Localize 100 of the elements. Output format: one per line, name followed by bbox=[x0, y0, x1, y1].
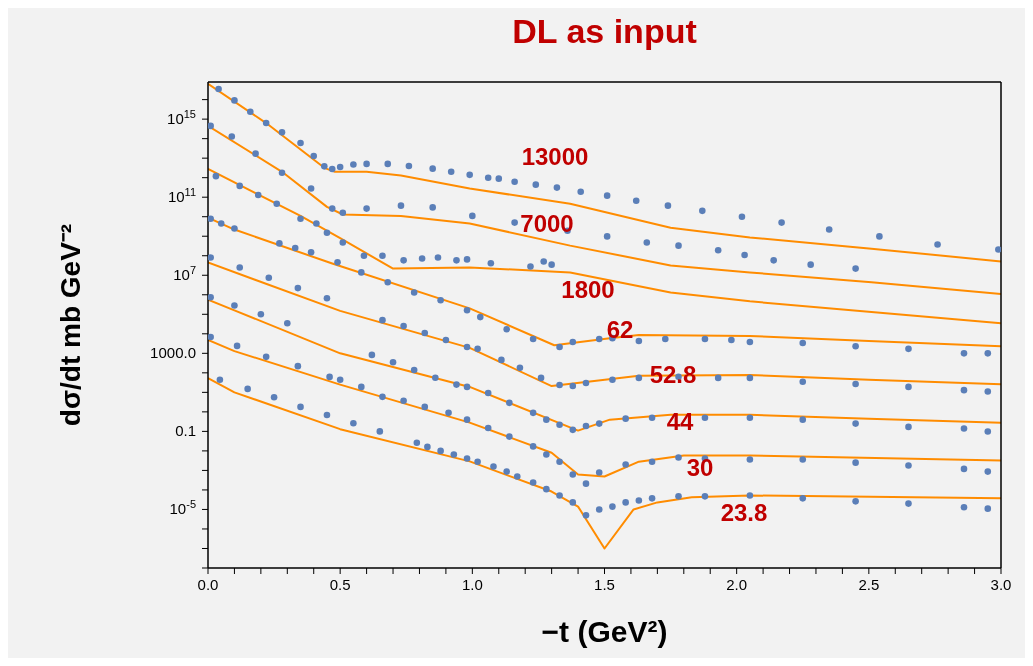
x-tick-label: 3.0 bbox=[990, 576, 1012, 593]
point bbox=[254, 191, 262, 199]
point bbox=[405, 162, 413, 170]
point bbox=[336, 376, 344, 384]
point bbox=[648, 414, 656, 422]
y-tick-label: 10$^{-5}$ bbox=[169, 498, 196, 518]
point bbox=[556, 381, 563, 389]
x-axis-title: −t (GeV²) bbox=[541, 615, 668, 648]
point bbox=[622, 461, 629, 468]
y-tick-label: 10$^{7}$ bbox=[173, 264, 196, 284]
point bbox=[934, 241, 941, 248]
point bbox=[675, 493, 682, 500]
point bbox=[244, 385, 251, 393]
point bbox=[569, 426, 577, 434]
point bbox=[905, 462, 912, 469]
point bbox=[714, 247, 722, 254]
point bbox=[511, 219, 518, 226]
point bbox=[960, 425, 968, 432]
point bbox=[474, 345, 481, 353]
annotation: 7000 bbox=[520, 210, 574, 237]
point bbox=[852, 342, 859, 350]
point bbox=[262, 119, 270, 127]
point bbox=[648, 458, 656, 465]
point bbox=[603, 192, 611, 199]
point bbox=[960, 503, 968, 511]
point bbox=[905, 383, 912, 391]
point bbox=[208, 215, 214, 223]
chart-title: DL as input bbox=[511, 12, 698, 51]
point bbox=[231, 97, 238, 104]
point bbox=[376, 428, 384, 435]
point bbox=[799, 416, 807, 423]
point bbox=[905, 345, 912, 353]
point bbox=[294, 362, 302, 370]
point bbox=[622, 499, 629, 506]
point bbox=[463, 416, 471, 423]
point bbox=[622, 415, 629, 422]
point bbox=[400, 322, 407, 330]
point bbox=[262, 353, 270, 361]
point bbox=[632, 197, 640, 205]
point bbox=[746, 492, 754, 499]
point bbox=[701, 493, 709, 500]
point bbox=[389, 358, 397, 366]
point bbox=[236, 264, 244, 271]
point bbox=[741, 251, 748, 259]
point bbox=[429, 165, 436, 172]
point bbox=[529, 335, 537, 343]
point bbox=[569, 338, 577, 346]
point bbox=[334, 259, 341, 266]
point bbox=[556, 492, 563, 499]
x-tick-label: 0.0 bbox=[197, 576, 219, 593]
point bbox=[852, 459, 859, 466]
point bbox=[582, 379, 590, 387]
point bbox=[714, 374, 722, 382]
point bbox=[463, 455, 471, 462]
point bbox=[339, 239, 347, 246]
point bbox=[675, 242, 682, 249]
point bbox=[905, 423, 912, 431]
point bbox=[807, 261, 814, 268]
point bbox=[595, 420, 603, 427]
point bbox=[738, 213, 746, 221]
point bbox=[876, 233, 883, 240]
annotation: 13000 bbox=[521, 143, 589, 170]
point bbox=[445, 409, 452, 417]
point bbox=[291, 244, 299, 252]
point bbox=[397, 202, 405, 209]
point bbox=[447, 168, 455, 176]
point bbox=[231, 302, 238, 309]
annotation: 30 bbox=[686, 454, 714, 481]
point bbox=[246, 108, 254, 116]
point bbox=[484, 424, 492, 432]
point bbox=[506, 399, 513, 407]
point bbox=[313, 220, 320, 227]
point bbox=[358, 269, 365, 276]
point bbox=[569, 499, 577, 506]
point bbox=[529, 443, 537, 450]
point bbox=[984, 468, 992, 475]
point bbox=[582, 512, 590, 519]
point bbox=[437, 447, 444, 455]
point bbox=[323, 411, 331, 419]
point bbox=[469, 212, 476, 220]
point bbox=[635, 337, 643, 345]
point bbox=[548, 261, 555, 268]
point bbox=[208, 122, 214, 130]
point bbox=[429, 204, 436, 211]
point bbox=[778, 219, 785, 226]
point bbox=[490, 463, 497, 470]
point bbox=[336, 163, 344, 171]
point bbox=[746, 414, 754, 422]
point bbox=[529, 409, 537, 417]
point bbox=[208, 254, 214, 261]
point bbox=[453, 381, 460, 388]
point bbox=[463, 343, 471, 351]
x-tick-label: 2.5 bbox=[858, 576, 880, 593]
point bbox=[233, 342, 241, 350]
point bbox=[799, 378, 807, 386]
point bbox=[278, 129, 286, 136]
point bbox=[537, 374, 545, 382]
point bbox=[556, 343, 563, 351]
point bbox=[770, 257, 777, 264]
point bbox=[699, 207, 706, 215]
